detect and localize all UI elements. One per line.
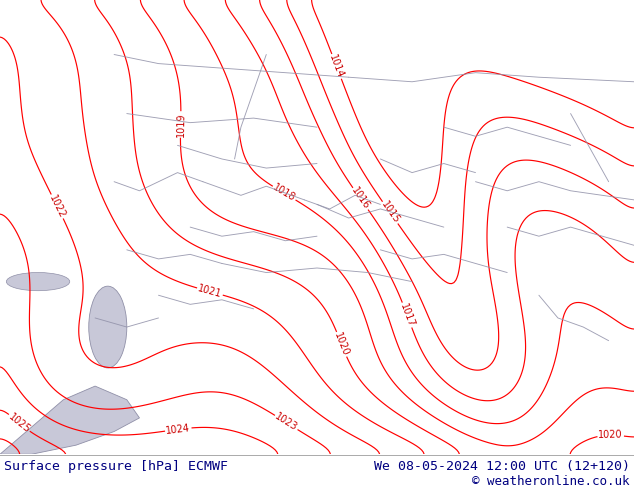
Text: 1020: 1020 [598,430,623,441]
Text: © weatheronline.co.uk: © weatheronline.co.uk [472,474,630,488]
Ellipse shape [6,272,70,291]
Text: 1023: 1023 [273,412,299,433]
Text: 1017: 1017 [398,302,416,328]
Text: 1018: 1018 [271,183,297,204]
Text: 1014: 1014 [328,53,346,79]
Ellipse shape [89,286,127,368]
Polygon shape [0,386,139,454]
Text: 1024: 1024 [165,423,191,436]
Text: 1020: 1020 [332,331,351,358]
Text: 1016: 1016 [349,186,372,212]
Text: Surface pressure [hPa] ECMWF: Surface pressure [hPa] ECMWF [4,460,228,473]
Text: 1022: 1022 [48,193,67,220]
Text: We 08-05-2024 12:00 UTC (12+120): We 08-05-2024 12:00 UTC (12+120) [374,460,630,473]
Text: 1015: 1015 [379,200,401,225]
Text: 1025: 1025 [6,412,32,435]
Text: 1021: 1021 [197,283,223,300]
Text: 1019: 1019 [176,112,186,137]
